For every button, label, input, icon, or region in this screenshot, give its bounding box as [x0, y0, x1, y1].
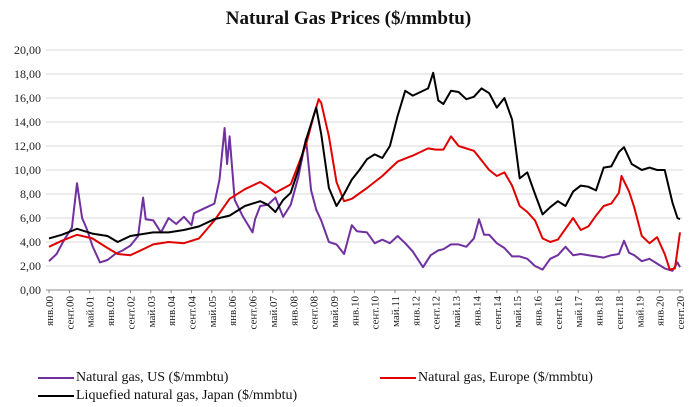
- legend-label: Natural gas, Europe ($/mmbtu): [418, 370, 593, 385]
- series-line-2: [48, 98, 681, 271]
- x-tick-label: сент.00: [64, 296, 76, 330]
- x-tick-label: янв.16: [533, 296, 545, 326]
- x-tick-label: янв.12: [410, 296, 422, 326]
- x-tick-label: сент.20: [675, 296, 687, 330]
- x-tick-label: сент.18: [614, 296, 626, 330]
- x-tick-label: май.01: [85, 296, 97, 327]
- series-line-3: [48, 71, 681, 243]
- y-tick-label: 8,00: [20, 187, 41, 201]
- legend-label: Liquefied natural gas, Japan ($/mmbtu): [76, 388, 298, 403]
- x-tick-label: сент.02: [125, 296, 137, 330]
- y-tick-label: 6,00: [20, 211, 41, 225]
- x-tick-label: янв.00: [44, 296, 56, 326]
- x-tick-label: май.17: [573, 296, 585, 328]
- legend-swatch: [380, 376, 416, 379]
- x-tick-label: сент.14: [492, 296, 504, 330]
- x-tick-label: май.05: [207, 296, 219, 328]
- x-tick-label: янв.18: [594, 296, 606, 326]
- legend-swatch: [38, 394, 74, 397]
- y-tick-label: 16,00: [14, 91, 41, 105]
- y-tick-label: 4,00: [20, 235, 41, 249]
- x-tick-label: янв.02: [105, 296, 117, 326]
- x-tick-label: янв.14: [471, 296, 483, 326]
- legend-label: Natural gas, US ($/mmbtu): [76, 370, 229, 385]
- x-tick-label: май.11: [390, 296, 402, 327]
- legend-item-2: Natural gas, Europe ($/mmbtu): [380, 370, 593, 386]
- x-tick-label: янв.20: [655, 296, 667, 326]
- y-tick-label: 20,00: [14, 43, 41, 57]
- y-tick-label: 10,00: [14, 163, 41, 177]
- x-tick-label: май.07: [268, 296, 280, 328]
- y-tick-label: 2,00: [20, 259, 41, 273]
- x-tick-label: янв.06: [227, 296, 239, 326]
- x-tick-label: сент.04: [186, 296, 198, 330]
- x-tick-label: сент.10: [370, 296, 382, 330]
- series-line-1: [48, 127, 681, 272]
- x-tick-label: сент.08: [309, 296, 321, 330]
- x-tick-label: май.13: [451, 296, 463, 328]
- x-tick-label: сент.12: [431, 296, 443, 330]
- legend-swatch: [38, 376, 74, 379]
- x-tick-label: май.09: [329, 296, 341, 328]
- x-tick-label: янв.04: [166, 296, 178, 326]
- x-tick-label: сент.16: [553, 296, 565, 330]
- chart-title: Natural Gas Prices ($/mmbtu): [225, 8, 472, 29]
- y-tick-label: 12,00: [14, 139, 41, 153]
- y-tick-label: 0,00: [20, 283, 41, 297]
- x-tick-label: янв.10: [349, 296, 361, 326]
- legend-item-3: Liquefied natural gas, Japan ($/mmbtu): [38, 388, 297, 404]
- legend-item-1: Natural gas, US ($/mmbtu): [38, 370, 228, 386]
- x-tick-label: янв.08: [288, 296, 300, 326]
- x-tick-label: май.15: [512, 296, 524, 328]
- x-tick-label: сент.06: [248, 296, 260, 330]
- x-tick-label: май.19: [634, 296, 646, 328]
- y-tick-label: 14,00: [14, 115, 41, 129]
- x-tick-label: май.03: [146, 296, 158, 328]
- y-tick-label: 18,00: [14, 67, 41, 81]
